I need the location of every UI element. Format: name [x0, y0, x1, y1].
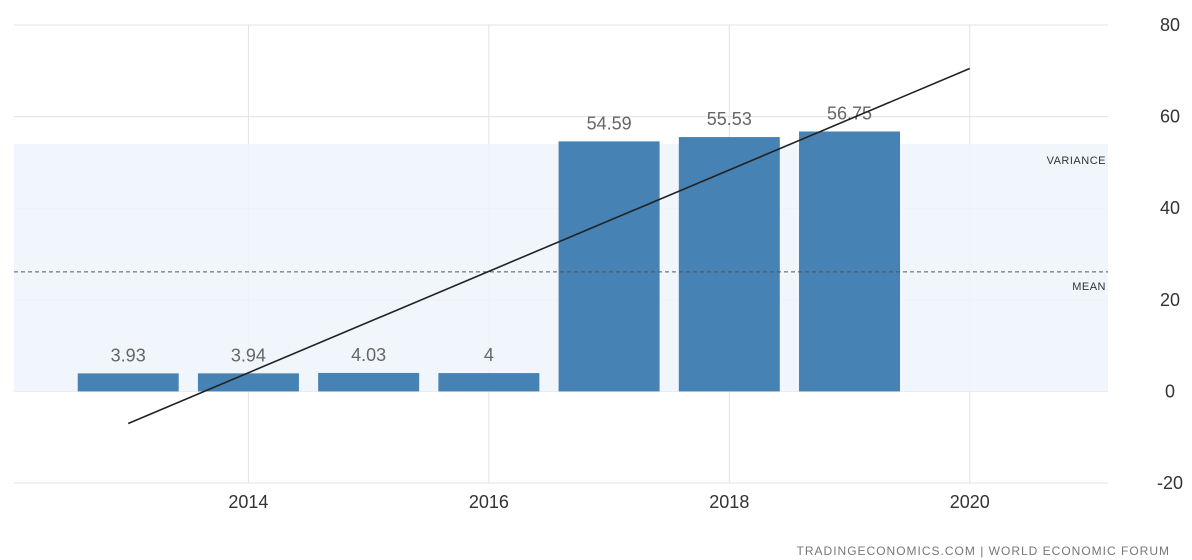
x-tick-label: 2018: [709, 492, 749, 512]
y-tick-label: 20: [1160, 290, 1180, 310]
y-tick-label: -20: [1157, 473, 1183, 493]
source-credit: TRADINGECONOMICS.COM | WORLD ECONOMIC FO…: [796, 544, 1170, 558]
y-tick-label: 60: [1160, 107, 1180, 127]
y-tick-label: 40: [1160, 198, 1180, 218]
data-label: 56.75: [827, 103, 872, 123]
bar-chart: VARIANCE 3.93 3.94 4.03 4 54.59 55.53 56.75 ME…: [14, 15, 1183, 512]
data-label: 54.59: [587, 113, 632, 133]
bar: [197, 373, 299, 392]
y-tick-label: 80: [1160, 15, 1180, 35]
bar: [438, 373, 540, 392]
bar: [678, 137, 780, 392]
bar: [799, 131, 901, 392]
trend-line-path: [127, 67, 971, 425]
y-tick-label: 0: [1165, 381, 1175, 401]
variance-label: VARIANCE: [1047, 155, 1106, 167]
bar: [77, 373, 179, 392]
y-axis-ticks: 80 60 40 20 0 -20: [1157, 15, 1183, 493]
mean-line: MEAN: [14, 271, 1108, 293]
x-tick-label: 2020: [950, 492, 990, 512]
data-label: 3.93: [111, 345, 146, 365]
data-label: 55.53: [707, 109, 752, 129]
bar: [318, 372, 420, 392]
data-label: 4.03: [351, 345, 386, 365]
bars-group: [77, 131, 901, 392]
mean-label: MEAN: [1072, 281, 1106, 293]
data-labels-group: 3.93 3.94 4.03 4 54.59 55.53 56.75: [111, 103, 872, 365]
x-tick-label: 2016: [469, 492, 509, 512]
x-axis-ticks: 2014 2016 2018 2020: [228, 492, 989, 512]
data-label: 4: [484, 345, 494, 365]
trend-line: [127, 67, 971, 425]
data-label: 3.94: [231, 345, 266, 365]
bar: [558, 141, 660, 392]
x-tick-label: 2014: [228, 492, 268, 512]
